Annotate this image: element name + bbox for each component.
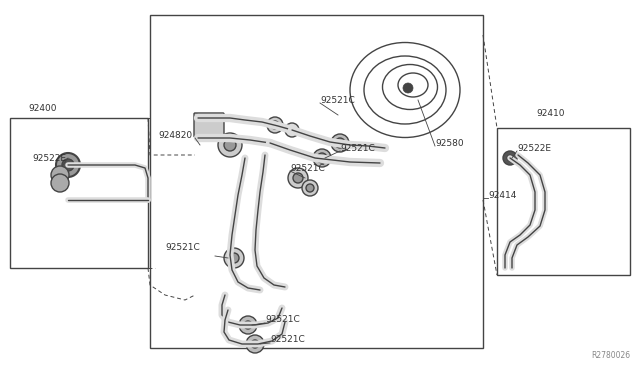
Bar bbox=[10, 118, 148, 268]
Circle shape bbox=[51, 174, 69, 192]
Text: 92580: 92580 bbox=[435, 138, 463, 148]
Text: 92521C: 92521C bbox=[270, 336, 305, 344]
Circle shape bbox=[293, 173, 303, 183]
Text: 92521C: 92521C bbox=[340, 144, 375, 153]
Circle shape bbox=[229, 253, 239, 263]
Circle shape bbox=[56, 153, 80, 177]
Circle shape bbox=[224, 139, 236, 151]
Circle shape bbox=[317, 153, 327, 163]
Circle shape bbox=[244, 321, 252, 329]
Circle shape bbox=[335, 138, 345, 148]
Circle shape bbox=[507, 155, 513, 161]
Circle shape bbox=[306, 184, 314, 192]
Text: 92414: 92414 bbox=[488, 190, 516, 199]
Circle shape bbox=[62, 159, 74, 171]
Circle shape bbox=[503, 151, 517, 165]
Circle shape bbox=[313, 149, 331, 167]
Text: 92522E: 92522E bbox=[517, 144, 551, 153]
Circle shape bbox=[267, 117, 283, 133]
Text: 92521C: 92521C bbox=[320, 96, 355, 105]
Circle shape bbox=[218, 133, 242, 157]
Text: 92521C: 92521C bbox=[265, 315, 300, 324]
Text: 92521C: 92521C bbox=[165, 244, 200, 253]
Circle shape bbox=[224, 248, 244, 268]
FancyBboxPatch shape bbox=[194, 113, 224, 137]
Circle shape bbox=[285, 123, 299, 137]
Text: 92522E: 92522E bbox=[32, 154, 66, 163]
Circle shape bbox=[239, 316, 257, 334]
Circle shape bbox=[251, 340, 259, 348]
Text: 924820: 924820 bbox=[158, 131, 192, 140]
Text: 92400: 92400 bbox=[28, 103, 56, 112]
Circle shape bbox=[331, 134, 349, 152]
Circle shape bbox=[51, 166, 69, 184]
Circle shape bbox=[246, 335, 264, 353]
Bar bbox=[150, 15, 483, 348]
Text: R2780026: R2780026 bbox=[591, 351, 630, 360]
Text: 92521C: 92521C bbox=[290, 164, 324, 173]
Circle shape bbox=[302, 180, 318, 196]
Text: 92410: 92410 bbox=[536, 109, 564, 118]
Bar bbox=[497, 128, 630, 275]
Circle shape bbox=[403, 83, 413, 93]
Circle shape bbox=[271, 121, 279, 129]
Circle shape bbox=[288, 168, 308, 188]
